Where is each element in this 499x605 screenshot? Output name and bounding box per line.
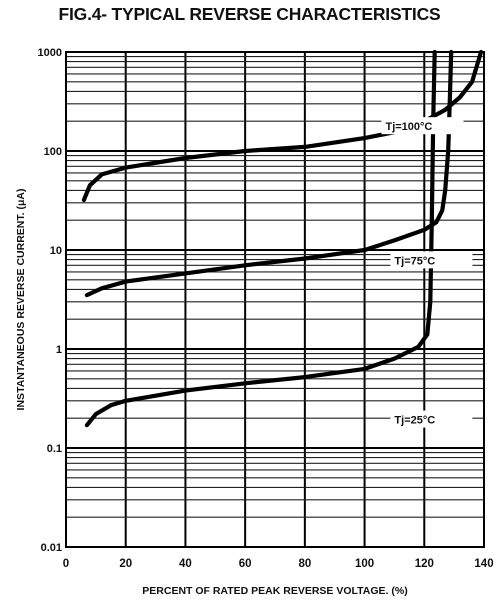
grid bbox=[66, 52, 484, 548]
x-tick-labels: 0 20 40 60 80 100 120 140 bbox=[63, 558, 494, 570]
x-tick-label: 120 bbox=[415, 558, 434, 570]
curve-label-background bbox=[381, 117, 464, 135]
curve-label: Tj=75°C bbox=[394, 255, 435, 267]
plot-frame bbox=[65, 51, 485, 548]
curve-line bbox=[84, 49, 454, 298]
x-tick-label: 40 bbox=[179, 558, 192, 570]
curve-line bbox=[81, 49, 484, 203]
y-axis-label: INSTANTANEOUS REVERSE CURRENT. (μA) bbox=[15, 189, 27, 411]
curve-labels: Tj=100°C Tj=75°C Tj=25°C bbox=[381, 117, 473, 428]
y-tick-label: 10 bbox=[50, 245, 62, 257]
x-axis-label: PERCENT OF RATED PEAK REVERSE VOLTAGE. (… bbox=[142, 585, 407, 597]
curve-label: Tj=100°C bbox=[385, 121, 432, 133]
y-tick-label: 1 bbox=[56, 344, 62, 356]
x-tick-label: 140 bbox=[474, 558, 493, 570]
x-tick-label: 60 bbox=[239, 558, 252, 570]
y-tick-label: 1000 bbox=[38, 47, 62, 59]
y-tick-label: 0.01 bbox=[41, 542, 62, 554]
curve-line bbox=[84, 49, 437, 428]
curves bbox=[81, 49, 484, 428]
x-tick-label: 80 bbox=[298, 558, 311, 570]
x-tick-label: 100 bbox=[355, 558, 374, 570]
y-tick-label: 0.1 bbox=[47, 443, 62, 455]
x-tick-label: 20 bbox=[119, 558, 132, 570]
y-tick-label: 100 bbox=[44, 146, 62, 158]
curve-label-background bbox=[390, 251, 473, 269]
x-tick-label: 0 bbox=[63, 558, 69, 570]
curve-label-background bbox=[390, 410, 473, 428]
curve-label: Tj=25°C bbox=[394, 415, 435, 427]
y-tick-labels: 0.01 0.1 1 10 100 1000 bbox=[38, 47, 62, 554]
chart-title: FIG.4- TYPICAL REVERSE CHARACTERISTICS bbox=[58, 4, 441, 24]
